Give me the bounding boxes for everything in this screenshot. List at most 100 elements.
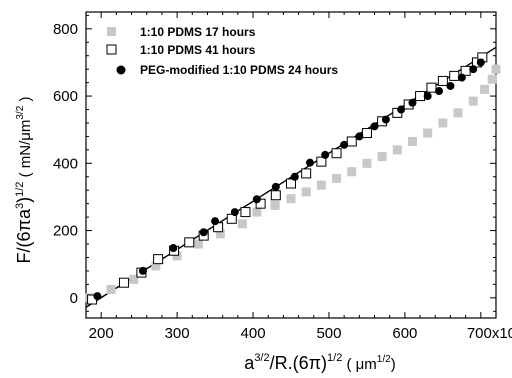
data-point xyxy=(252,195,261,204)
data-point xyxy=(286,194,296,204)
data-point xyxy=(199,228,208,237)
y-label-part4: ) xyxy=(17,97,34,106)
data-point xyxy=(118,277,129,288)
x-label-part4: ) xyxy=(391,356,396,373)
legend-label-17h: 1:10 PDMS 17 hours xyxy=(140,25,256,39)
data-point xyxy=(290,172,299,181)
data-point xyxy=(392,145,402,155)
data-point xyxy=(397,105,406,114)
y-tick-label: 0 xyxy=(70,290,78,307)
data-point xyxy=(438,118,448,128)
data-point xyxy=(331,148,342,159)
series-1 xyxy=(85,64,501,303)
data-point xyxy=(301,168,312,179)
data-point xyxy=(491,64,501,74)
data-point xyxy=(321,150,330,159)
y-label-sup3: 3/2 xyxy=(15,105,26,119)
data-points xyxy=(85,52,501,305)
x-label-part3: ( μm xyxy=(342,356,376,373)
data-point xyxy=(476,58,485,67)
x-axis-label: a3/2/R.(6π)1/2 ( μm1/2) xyxy=(244,352,395,373)
data-point xyxy=(407,136,417,146)
data-point xyxy=(93,292,102,301)
data-point xyxy=(361,128,372,139)
data-point xyxy=(316,180,326,190)
x-label-sup3: 1/2 xyxy=(377,354,391,365)
x-label-sup1: 3/2 xyxy=(254,352,269,364)
data-point xyxy=(138,266,147,275)
data-point xyxy=(381,115,390,124)
data-point xyxy=(362,158,372,168)
data-point xyxy=(172,251,182,261)
data-point xyxy=(347,167,357,177)
data-point xyxy=(316,156,327,167)
data-point xyxy=(446,81,455,90)
legend-entry-17h: 1:10 PDMS 17 hours xyxy=(107,25,256,39)
legend-label-peg: PEG-modified 1:10 PDMS 24 hours xyxy=(140,63,338,77)
legend-label-41h: 1:10 PDMS 41 hours xyxy=(140,43,256,57)
data-point xyxy=(301,187,311,197)
y-axis-label: F/(6πa3)1/2 ( mN/μm3/2 ) xyxy=(14,97,34,264)
data-point xyxy=(435,87,444,96)
y-label-part1: F/(6πa xyxy=(14,208,34,263)
data-point xyxy=(271,182,280,191)
data-point xyxy=(230,208,239,217)
data-point xyxy=(169,244,178,253)
data-point xyxy=(426,82,437,93)
data-point xyxy=(415,91,426,102)
x-tick-label: 500 xyxy=(316,325,341,342)
data-point xyxy=(151,261,161,271)
x-tick-label: 200 xyxy=(89,325,114,342)
data-point xyxy=(423,128,433,138)
legend-entry-peg: PEG-modified 1:10 PDMS 24 hours xyxy=(116,63,338,77)
data-point xyxy=(355,132,364,141)
data-point xyxy=(215,229,225,239)
data-point xyxy=(252,207,262,217)
data-point xyxy=(270,190,281,201)
y-tick-label: 800 xyxy=(53,21,78,38)
legend-entry-41h: 1:10 PDMS 41 hours xyxy=(106,43,256,57)
legend: 1:10 PDMS 17 hours 1:10 PDMS 41 hours PE… xyxy=(106,25,338,77)
y-tick-label: 600 xyxy=(53,88,78,105)
data-point xyxy=(332,173,342,183)
data-point xyxy=(408,98,417,107)
data-point xyxy=(240,207,251,218)
x-tick-label: 700x10 xyxy=(467,325,512,342)
data-point xyxy=(480,84,490,94)
data-point xyxy=(370,122,379,131)
plot-frame xyxy=(85,11,497,319)
y-label-sup1: 3 xyxy=(14,203,26,209)
y-label-part3: ( mN/μm xyxy=(17,120,34,182)
data-point xyxy=(286,178,296,189)
legend-marker-filled-square xyxy=(107,27,116,36)
x-label-part2: /R.(6π) xyxy=(270,353,327,373)
data-point xyxy=(270,200,280,210)
data-point xyxy=(377,152,387,162)
data-point xyxy=(193,239,203,249)
data-point xyxy=(487,74,497,84)
data-point xyxy=(453,108,463,118)
data-point xyxy=(153,254,164,265)
data-point xyxy=(457,73,466,82)
data-point xyxy=(423,92,432,101)
x-tick-label: 600 xyxy=(392,325,417,342)
data-point xyxy=(437,75,448,86)
legend-marker-filled-circle xyxy=(116,65,126,75)
data-point xyxy=(305,158,314,167)
data-point xyxy=(346,136,357,147)
data-point xyxy=(237,219,247,229)
y-tick-label: 400 xyxy=(53,155,78,172)
data-point xyxy=(211,217,220,226)
tick-marks xyxy=(86,12,497,318)
data-point xyxy=(469,65,478,74)
series-2 xyxy=(87,52,488,305)
x-label-sup2: 1/2 xyxy=(327,352,342,364)
data-point xyxy=(340,140,349,149)
legend-marker-open-square xyxy=(106,44,117,55)
x-tick-label: 300 xyxy=(165,325,190,342)
data-point xyxy=(106,284,116,294)
data-point xyxy=(468,96,478,106)
y-tick-label: 200 xyxy=(53,223,78,240)
x-label-part1: a xyxy=(244,353,255,373)
